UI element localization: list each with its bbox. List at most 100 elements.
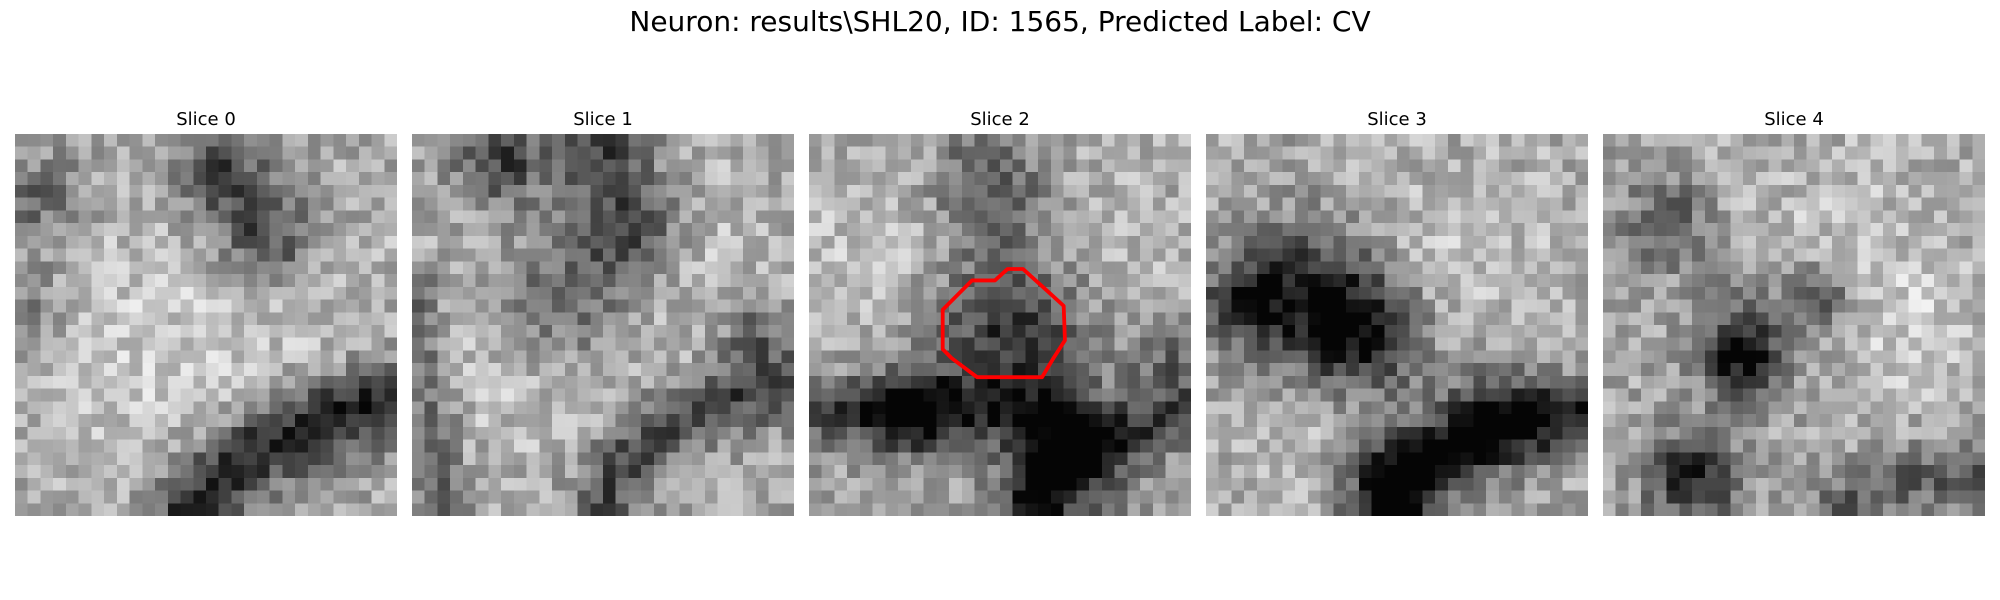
slice-pixel bbox=[717, 363, 731, 377]
slice-pixel bbox=[1012, 401, 1026, 415]
slice-pixel bbox=[666, 197, 680, 211]
slice-pixel bbox=[53, 325, 67, 338]
slice-pixel bbox=[809, 401, 822, 415]
slice-pixel bbox=[1114, 235, 1128, 249]
slice-pixel bbox=[755, 350, 769, 364]
slice-pixel bbox=[450, 134, 464, 147]
slice-pixel bbox=[1511, 274, 1525, 288]
slice-pixel bbox=[256, 261, 270, 275]
slice-pixel bbox=[1358, 274, 1372, 288]
slice-pixel bbox=[872, 363, 886, 377]
slice-pixel bbox=[1038, 503, 1052, 516]
slice-pixel bbox=[307, 210, 321, 224]
slice-pixel bbox=[898, 350, 912, 364]
slice-pixel bbox=[1269, 503, 1283, 516]
slice-pixel bbox=[679, 350, 693, 364]
slice-pixel bbox=[1063, 337, 1077, 351]
slice-pixel bbox=[781, 184, 794, 198]
slice-pixel bbox=[1473, 197, 1487, 211]
slice-pixel bbox=[743, 248, 757, 262]
slice-pixel bbox=[717, 159, 731, 173]
slice-pixel bbox=[1666, 477, 1680, 491]
slice-pixel bbox=[1653, 146, 1667, 160]
slice-pixel bbox=[513, 426, 527, 440]
slice-pixel bbox=[1883, 134, 1897, 147]
slice-pixel bbox=[15, 325, 28, 338]
slice-pixel bbox=[307, 184, 321, 198]
slice-pixel bbox=[1537, 325, 1551, 338]
slice-pixel bbox=[1384, 197, 1398, 211]
slice-pixel bbox=[1934, 414, 1948, 428]
slice-pixel bbox=[1050, 452, 1064, 466]
slice-pixel bbox=[821, 350, 835, 364]
slice-pixel bbox=[526, 363, 540, 377]
slice-pixel bbox=[1679, 134, 1693, 147]
slice-pixel bbox=[768, 350, 782, 364]
slice-pixel bbox=[1603, 477, 1616, 491]
slice-pixel bbox=[1140, 426, 1154, 440]
slice-pixel bbox=[1972, 134, 1985, 147]
slice-pixel bbox=[1692, 274, 1706, 288]
slice-pixel bbox=[704, 363, 718, 377]
slice-pixel bbox=[371, 439, 385, 453]
slice-pixel bbox=[552, 274, 566, 288]
slice-pixel bbox=[320, 299, 334, 313]
slice-pixel bbox=[450, 197, 464, 211]
slice-pixel bbox=[320, 363, 334, 377]
slice-pixel bbox=[1806, 337, 1820, 351]
slice-pixel bbox=[307, 134, 321, 147]
slice-pixel bbox=[206, 146, 219, 160]
slice-pixel bbox=[412, 210, 425, 224]
slice-pixel bbox=[1844, 286, 1858, 300]
slice-pixel bbox=[371, 299, 385, 313]
slice-pixel bbox=[1320, 465, 1334, 479]
slice-pixel bbox=[552, 299, 566, 313]
slice-pixel bbox=[1089, 299, 1103, 313]
slice-pixel bbox=[1447, 452, 1461, 466]
slice-pixel bbox=[1870, 146, 1884, 160]
slice-pixel bbox=[526, 465, 540, 479]
slice-pixel bbox=[923, 401, 937, 415]
slice-pixel bbox=[628, 337, 642, 351]
slice-pixel bbox=[1819, 134, 1833, 147]
slice-pixel bbox=[346, 159, 360, 173]
slice-pixel bbox=[358, 477, 372, 491]
slice-pixel bbox=[781, 426, 794, 440]
slice-pixel bbox=[91, 248, 105, 262]
slice-pixel bbox=[1603, 426, 1616, 440]
slice-pixel bbox=[488, 465, 502, 479]
slice-pixel bbox=[666, 210, 680, 224]
slice-pixel bbox=[552, 223, 566, 237]
slice-pixel bbox=[1908, 401, 1922, 415]
slice-pixel bbox=[1152, 439, 1166, 453]
slice-pixel bbox=[1755, 248, 1769, 262]
slice-pixel bbox=[1537, 414, 1551, 428]
slice-pixel bbox=[1498, 312, 1512, 326]
slice-pixel bbox=[1409, 426, 1423, 440]
slice-pixel bbox=[1857, 401, 1871, 415]
slice-pixel bbox=[628, 414, 642, 428]
slice-pixel bbox=[15, 172, 28, 186]
slice-pixel bbox=[1218, 490, 1232, 504]
slice-pixel bbox=[155, 388, 169, 402]
slice-pixel bbox=[1498, 184, 1512, 198]
slice-pixel bbox=[1832, 465, 1846, 479]
slice-pixel bbox=[564, 312, 578, 326]
slice-pixel bbox=[987, 388, 1001, 402]
slice-pixel bbox=[295, 337, 309, 351]
slice-pixel bbox=[974, 414, 988, 428]
slice-pixel bbox=[717, 477, 731, 491]
slice-pixel bbox=[1269, 286, 1283, 300]
slice-pixel bbox=[1384, 134, 1398, 147]
slice-pixel bbox=[1089, 248, 1103, 262]
slice-pixel bbox=[1704, 337, 1718, 351]
slice-pixel bbox=[539, 299, 553, 313]
slice-pixel bbox=[1666, 452, 1680, 466]
slice-pixel bbox=[1934, 172, 1948, 186]
slice-pixel bbox=[1653, 337, 1667, 351]
slice-pixel bbox=[1165, 146, 1179, 160]
slice-pixel bbox=[1384, 490, 1398, 504]
slice-pixel bbox=[1101, 261, 1115, 275]
slice-pixel bbox=[898, 465, 912, 479]
slice-pixel bbox=[424, 452, 438, 466]
